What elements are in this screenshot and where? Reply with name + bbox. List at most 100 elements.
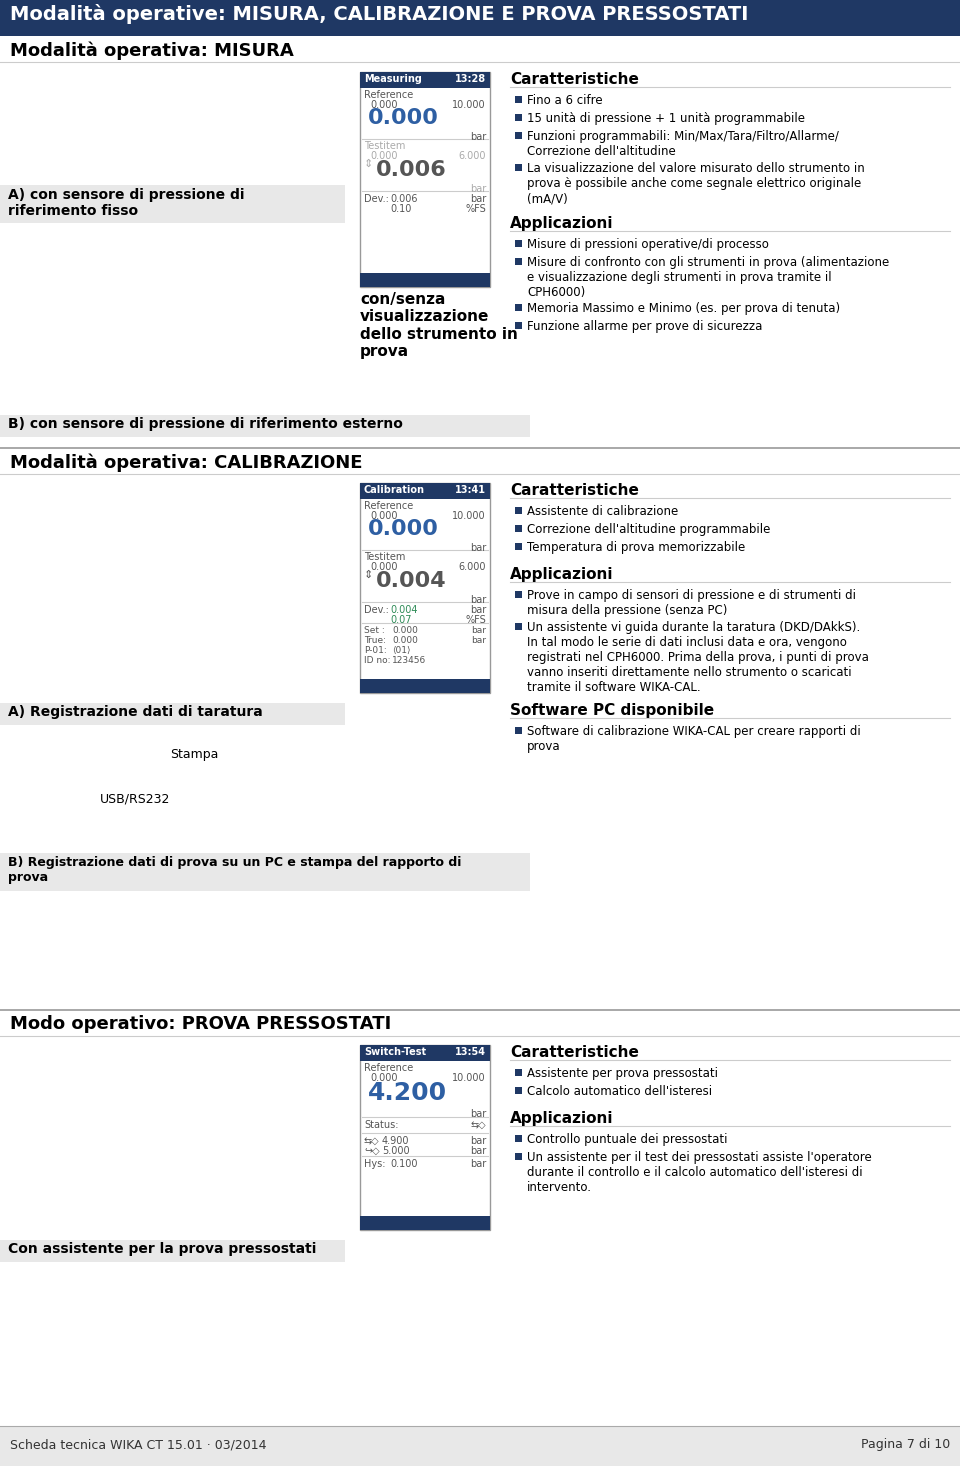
Bar [515, 1069, 522, 1076]
Text: Con assistente per la prova pressostati: Con assistente per la prova pressostati [8, 1242, 317, 1256]
Bar [0, 0, 960, 37]
Text: 0.000: 0.000 [392, 636, 418, 645]
Text: Funzioni programmabili: Min/Max/Tara/Filtro/Allarme/
Correzione dell'altitudine: Funzioni programmabili: Min/Max/Tara/Fil… [527, 130, 839, 158]
Bar [0, 1426, 960, 1466]
Text: True:: True: [364, 636, 386, 645]
Bar [515, 623, 522, 630]
Text: 15 unità di pressione + 1 unità programmabile: 15 unità di pressione + 1 unità programm… [527, 111, 805, 125]
Bar [360, 1045, 490, 1061]
Text: B) con sensore di pressione di riferimento esterno: B) con sensore di pressione di riferimen… [8, 416, 403, 431]
Text: Caratteristiche: Caratteristiche [510, 1045, 638, 1060]
Text: ⇆◇: ⇆◇ [364, 1136, 379, 1146]
Text: 10.000: 10.000 [452, 100, 486, 110]
Text: Caratteristiche: Caratteristiche [510, 482, 638, 498]
Text: 4.200: 4.200 [368, 1080, 447, 1105]
Bar [360, 679, 490, 693]
Bar [515, 591, 522, 598]
Text: Correzione dell'altitudine programmabile: Correzione dell'altitudine programmabile [527, 523, 770, 537]
Text: B) Registrazione dati di prova su un PC e stampa del rapporto di
prova: B) Registrazione dati di prova su un PC … [8, 856, 462, 884]
Text: bar: bar [471, 636, 486, 645]
Bar [360, 1215, 490, 1230]
Bar [360, 1045, 490, 1230]
Text: Funzione allarme per prove di sicurezza: Funzione allarme per prove di sicurezza [527, 320, 762, 333]
Text: ↪◇: ↪◇ [364, 1146, 379, 1157]
Text: ⇕: ⇕ [364, 158, 373, 169]
Text: Scheda tecnica WIKA CT 15.01 · 03/2014: Scheda tecnica WIKA CT 15.01 · 03/2014 [10, 1438, 267, 1451]
Text: bar: bar [469, 1136, 486, 1146]
Text: 0.10: 0.10 [390, 204, 412, 214]
Text: Un assistente per il test dei pressostati assiste l'operatore
durante il control: Un assistente per il test dei pressostat… [527, 1151, 872, 1193]
Text: 0.004: 0.004 [376, 570, 446, 591]
Text: 13:54: 13:54 [455, 1047, 486, 1057]
Bar [360, 482, 490, 498]
Text: 6.000: 6.000 [459, 151, 486, 161]
Bar [515, 1135, 522, 1142]
Text: %FS: %FS [466, 204, 486, 214]
Text: Un assistente vi guida durante la taratura (DKD/DAkkS).
In tal modo le serie di : Un assistente vi guida durante la taratu… [527, 622, 869, 693]
Text: 0.000: 0.000 [368, 108, 439, 128]
Text: Applicazioni: Applicazioni [510, 567, 613, 582]
Text: Stampa: Stampa [170, 748, 218, 761]
Text: bar: bar [469, 1146, 486, 1157]
Text: Applicazioni: Applicazioni [510, 1111, 613, 1126]
Text: 4.900: 4.900 [382, 1136, 410, 1146]
Bar [0, 1240, 345, 1262]
Text: Misure di pressioni operative/di processo: Misure di pressioni operative/di process… [527, 237, 769, 251]
Bar [515, 1152, 522, 1160]
Bar [0, 185, 345, 223]
Text: 10.000: 10.000 [452, 512, 486, 520]
Text: ⇆◇: ⇆◇ [470, 1120, 486, 1130]
Text: Memoria Massimo e Minimo (es. per prova di tenuta): Memoria Massimo e Minimo (es. per prova … [527, 302, 840, 315]
Text: 0.000: 0.000 [392, 626, 418, 635]
Bar [0, 415, 530, 437]
Bar [515, 114, 522, 122]
Text: Reference: Reference [364, 501, 413, 512]
Text: Temperatura di prova memorizzabile: Temperatura di prova memorizzabile [527, 541, 745, 554]
Text: con/senza
visualizzazione
dello strumento in
prova: con/senza visualizzazione dello strument… [360, 292, 517, 359]
Text: 13:41: 13:41 [455, 485, 486, 496]
Text: Dev.:: Dev.: [364, 605, 389, 616]
Bar [0, 704, 345, 726]
Text: 0.006: 0.006 [376, 160, 446, 180]
Bar [515, 525, 522, 532]
Text: Modalità operativa: CALIBRAZIONE: Modalità operativa: CALIBRAZIONE [10, 453, 363, 472]
Bar [515, 323, 522, 328]
Bar [515, 303, 522, 311]
Text: bar: bar [469, 595, 486, 605]
Text: Reference: Reference [364, 89, 413, 100]
Text: La visualizzazione del valore misurato dello strumento in
prova è possibile anch: La visualizzazione del valore misurato d… [527, 163, 865, 205]
Text: ⇕: ⇕ [364, 570, 373, 581]
Text: Status:: Status: [364, 1120, 398, 1130]
Text: Dev.:: Dev.: [364, 194, 389, 204]
Text: bar: bar [469, 542, 486, 553]
Bar [515, 542, 522, 550]
Bar [515, 1086, 522, 1094]
Text: bar: bar [469, 1108, 486, 1119]
Text: Assistente per prova pressostati: Assistente per prova pressostati [527, 1067, 718, 1080]
Text: ⟨01⟩: ⟨01⟩ [392, 647, 411, 655]
Text: Set :: Set : [364, 626, 385, 635]
Bar [515, 727, 522, 734]
Text: Software di calibrazione WIKA-CAL per creare rapporti di
prova: Software di calibrazione WIKA-CAL per cr… [527, 726, 861, 754]
Text: Measuring: Measuring [364, 73, 421, 84]
Text: Modalità operativa: MISURA: Modalità operativa: MISURA [10, 43, 294, 60]
Bar [515, 132, 522, 139]
Text: Software PC disponibile: Software PC disponibile [510, 704, 714, 718]
Text: bar: bar [469, 1160, 486, 1168]
Text: A) Registrazione dati di taratura: A) Registrazione dati di taratura [8, 705, 263, 718]
Text: 0.000: 0.000 [370, 512, 397, 520]
Text: bar: bar [469, 185, 486, 194]
Text: Caratteristiche: Caratteristiche [510, 72, 638, 86]
Text: Switch-Test: Switch-Test [364, 1047, 426, 1057]
Text: Modo operativo: PROVA PRESSOSTATI: Modo operativo: PROVA PRESSOSTATI [10, 1014, 392, 1034]
Bar [515, 240, 522, 246]
Text: Testitem: Testitem [364, 553, 405, 561]
Bar [515, 95, 522, 103]
Text: 0.000: 0.000 [370, 1073, 397, 1083]
Text: bar: bar [471, 626, 486, 635]
Text: 123456: 123456 [392, 655, 426, 666]
Text: bar: bar [469, 605, 486, 616]
Text: Applicazioni: Applicazioni [510, 216, 613, 232]
Text: 6.000: 6.000 [459, 561, 486, 572]
Text: Fino a 6 cifre: Fino a 6 cifre [527, 94, 603, 107]
